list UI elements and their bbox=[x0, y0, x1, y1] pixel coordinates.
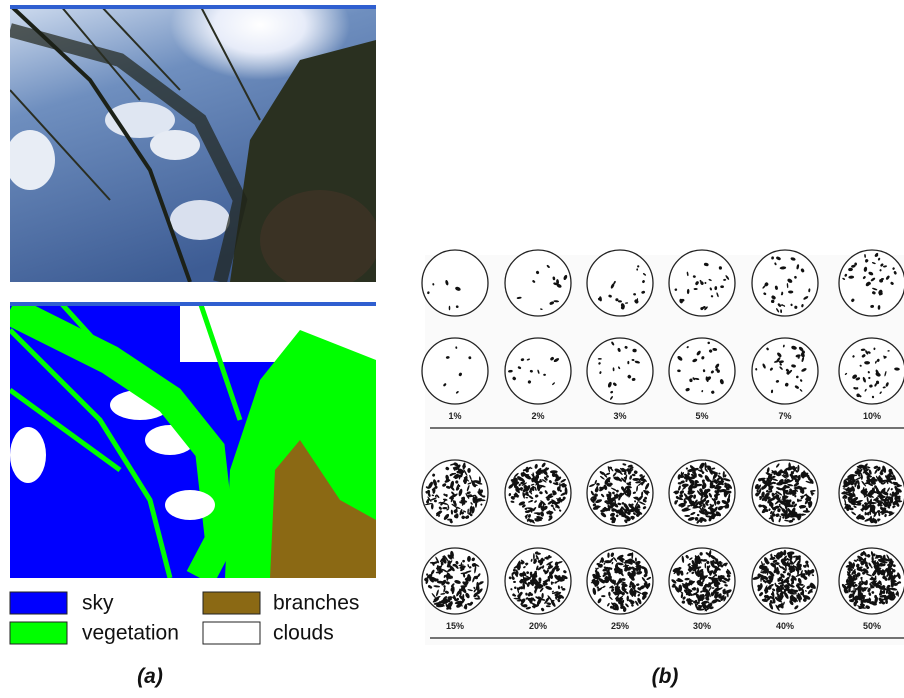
speckle bbox=[864, 361, 870, 364]
legend: sky branches vegetation clouds bbox=[10, 592, 359, 645]
percent-label: 25% bbox=[611, 621, 629, 631]
sample-circle bbox=[587, 460, 653, 526]
legend-swatch bbox=[203, 592, 260, 614]
speckle bbox=[598, 358, 602, 360]
caption: (a) bbox=[137, 665, 163, 688]
percent-label: 5% bbox=[695, 411, 708, 421]
sample-circle bbox=[422, 250, 488, 316]
sample-circle bbox=[505, 250, 571, 316]
speckle bbox=[783, 571, 786, 573]
percent-label: 2% bbox=[531, 411, 544, 421]
speckle bbox=[857, 572, 861, 576]
percent-label: 50% bbox=[863, 621, 881, 631]
percent-label: 30% bbox=[693, 621, 711, 631]
speckle bbox=[446, 494, 448, 497]
speckle bbox=[684, 515, 690, 517]
legend-swatch bbox=[203, 622, 260, 644]
segmentation bbox=[10, 302, 376, 578]
legend-label: clouds bbox=[273, 622, 334, 645]
chart-panel: 1% 2% 3% 5% 7% 10% 15% 20% 25% 30% 40% 50% bbox=[422, 250, 904, 645]
legend-swatch bbox=[10, 592, 67, 614]
legend-swatch bbox=[10, 622, 67, 644]
photo bbox=[5, 0, 380, 290]
speckle bbox=[534, 512, 541, 514]
sample-circle bbox=[587, 338, 653, 404]
percent-label: 7% bbox=[778, 411, 791, 421]
percent-label: 3% bbox=[613, 411, 626, 421]
speckle bbox=[435, 495, 437, 497]
legend-label: sky bbox=[82, 592, 114, 615]
speckle bbox=[856, 393, 860, 397]
sample-circle bbox=[839, 338, 904, 404]
sample-circle bbox=[752, 338, 818, 404]
sample-circle bbox=[422, 338, 488, 404]
figure: sky branches vegetation clouds (a) 1% 2% 3% 5%… bbox=[0, 0, 904, 698]
speckle bbox=[855, 597, 858, 604]
percent-label: 15% bbox=[446, 621, 464, 631]
speckle bbox=[788, 500, 791, 502]
legend-label: branches bbox=[273, 592, 359, 615]
legend-label: vegetation bbox=[82, 622, 179, 645]
percent-label: 20% bbox=[529, 621, 547, 631]
speckle bbox=[462, 560, 465, 563]
panel-background bbox=[425, 255, 904, 645]
percent-label: 40% bbox=[776, 621, 794, 631]
percent-label: 1% bbox=[448, 411, 461, 421]
percent-label: 10% bbox=[863, 411, 881, 421]
caption: (b) bbox=[652, 665, 679, 688]
